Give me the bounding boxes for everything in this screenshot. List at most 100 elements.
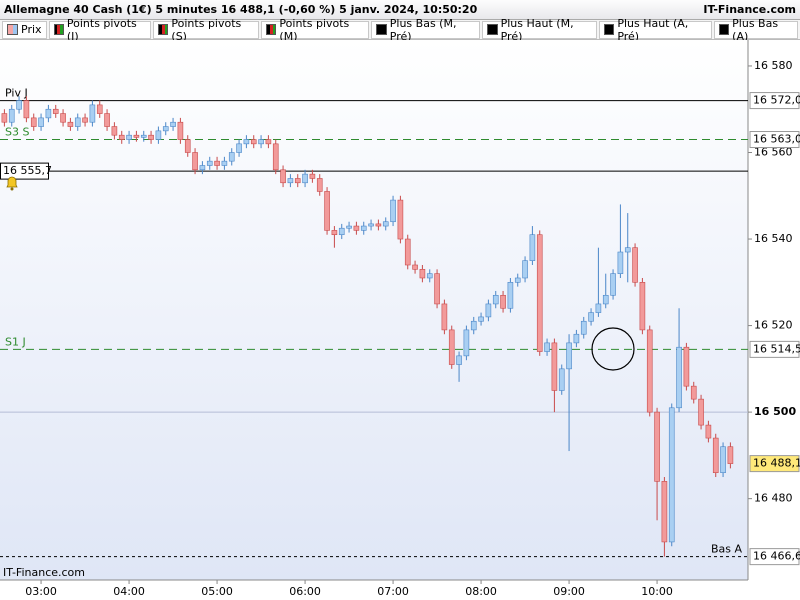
candle-body bbox=[265, 139, 272, 145]
candle-body bbox=[258, 139, 264, 145]
legend-item[interactable]: Points pivots (M) bbox=[261, 17, 370, 43]
alert-bell[interactable] bbox=[6, 176, 18, 191]
candle-body bbox=[360, 225, 367, 231]
candle-body bbox=[522, 260, 528, 279]
legend-item[interactable]: Plus Bas (A) bbox=[713, 17, 798, 43]
candle-body bbox=[228, 152, 235, 162]
level-label: 16 555,7 bbox=[3, 164, 52, 177]
candle-body bbox=[390, 199, 396, 223]
legend-label: Plus Haut (M, Pré) bbox=[500, 16, 574, 43]
candle-body bbox=[214, 160, 220, 166]
candle-body bbox=[573, 333, 580, 344]
candle-body bbox=[8, 108, 15, 123]
y-tick-label: 16 520 bbox=[754, 319, 793, 332]
legend-item[interactable]: Points pivots (J) bbox=[48, 17, 152, 43]
watermark: IT-Finance.com bbox=[3, 566, 85, 579]
candle-body bbox=[118, 134, 125, 140]
candle-body bbox=[82, 117, 88, 123]
legend-item[interactable]: Plus Haut (M, Pré) bbox=[482, 17, 597, 43]
candle-body bbox=[595, 303, 602, 313]
candle-body bbox=[16, 100, 22, 110]
candle-body bbox=[74, 117, 81, 127]
candle-body bbox=[529, 234, 536, 261]
legend-label: Points pivots (S) bbox=[171, 16, 242, 43]
legend-label: Prix bbox=[21, 23, 42, 36]
x-tick-label: 04:00 bbox=[113, 585, 145, 598]
annotation-circle bbox=[591, 327, 635, 371]
candle-body bbox=[412, 264, 418, 270]
candle-body bbox=[500, 294, 506, 309]
candle-body bbox=[236, 143, 242, 153]
level-label-box bbox=[749, 131, 800, 149]
candle-body bbox=[38, 117, 44, 127]
candle-body bbox=[280, 169, 286, 184]
candle-body bbox=[676, 346, 682, 409]
candle-body bbox=[654, 411, 660, 482]
candle-body bbox=[184, 139, 191, 153]
candle-body bbox=[206, 160, 213, 166]
candle-body bbox=[624, 247, 631, 253]
candle-body bbox=[104, 113, 110, 127]
title-bar: Allemagne 40 Cash (1€) 5 minutes 16 488,… bbox=[0, 0, 800, 20]
candle-body bbox=[661, 481, 668, 543]
candle-body bbox=[221, 160, 228, 166]
x-tick-label: 10:00 bbox=[641, 585, 673, 598]
candle-body bbox=[727, 446, 734, 464]
candle-body bbox=[89, 104, 96, 123]
candle-body bbox=[617, 251, 624, 274]
level-label: 16 466,6 bbox=[753, 550, 800, 563]
x-tick-label: 08:00 bbox=[465, 585, 497, 598]
legend-swatch bbox=[53, 24, 64, 35]
candle-body bbox=[346, 225, 352, 229]
y-tick-label: 16 540 bbox=[754, 232, 793, 245]
legend-item[interactable]: Points pivots (S) bbox=[153, 17, 260, 43]
x-tick-label: 06:00 bbox=[289, 585, 321, 598]
candle-body bbox=[397, 199, 404, 240]
candle-body bbox=[551, 342, 558, 391]
candle-body bbox=[463, 329, 470, 357]
legend-item[interactable]: Plus Bas (M, Pré) bbox=[371, 17, 481, 43]
candle-body bbox=[331, 230, 338, 236]
legend-swatch bbox=[376, 24, 387, 35]
legend-swatch bbox=[158, 24, 169, 35]
candle-body bbox=[448, 329, 455, 365]
legend-item[interactable]: Plus Haut (A, Pré) bbox=[598, 17, 712, 43]
candle-body bbox=[96, 104, 103, 114]
candle-body bbox=[434, 273, 440, 305]
candle-body bbox=[404, 238, 411, 266]
candle-body bbox=[170, 121, 176, 127]
candle-body bbox=[712, 437, 719, 473]
level-label-box bbox=[0, 162, 49, 180]
level-name: Bas A bbox=[711, 543, 743, 556]
candle-body bbox=[485, 303, 492, 318]
candle-body bbox=[419, 269, 426, 279]
candle-body bbox=[155, 130, 162, 140]
candle-body bbox=[30, 117, 37, 127]
level-name: S1 J bbox=[5, 335, 26, 348]
candle-body bbox=[683, 346, 690, 387]
y-tick-label: 16 580 bbox=[754, 59, 793, 72]
plot-background bbox=[0, 40, 748, 580]
candle-body bbox=[324, 191, 330, 231]
level-label-box bbox=[749, 548, 800, 566]
level-label-box bbox=[749, 92, 800, 110]
candle-body bbox=[294, 178, 301, 184]
candle-body bbox=[67, 121, 74, 127]
candle-body bbox=[426, 273, 433, 279]
candle-body bbox=[602, 294, 609, 305]
candle-body bbox=[1, 113, 8, 123]
level-label: 16 563,0 bbox=[753, 133, 800, 146]
candle-body bbox=[492, 294, 499, 305]
candle-body bbox=[177, 121, 184, 140]
candle-body bbox=[456, 355, 462, 365]
candle-body bbox=[250, 139, 257, 145]
candle-body bbox=[441, 303, 448, 331]
candle-body bbox=[544, 342, 550, 352]
candle-body bbox=[668, 407, 675, 543]
candle-body bbox=[690, 385, 697, 400]
candle-body bbox=[632, 247, 638, 283]
level-label: 16 572,0 bbox=[753, 94, 800, 107]
candle-body bbox=[382, 221, 389, 227]
legend-item[interactable]: Prix bbox=[2, 20, 47, 39]
